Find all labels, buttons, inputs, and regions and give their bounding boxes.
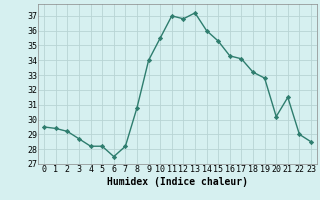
X-axis label: Humidex (Indice chaleur): Humidex (Indice chaleur) (107, 177, 248, 187)
